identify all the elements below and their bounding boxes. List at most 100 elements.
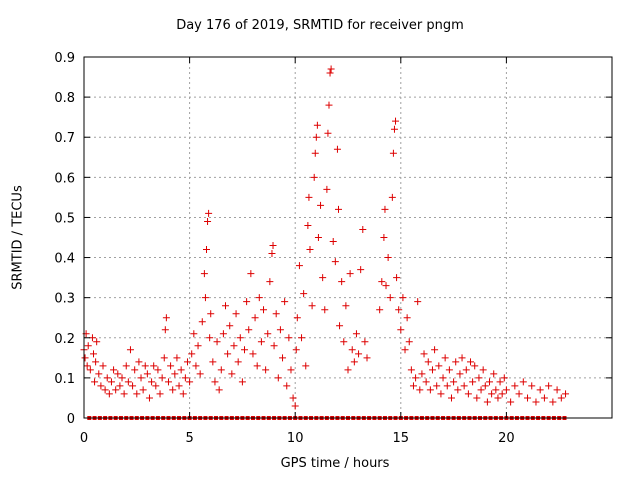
x-tick-label: 0	[80, 431, 88, 446]
data-point	[266, 278, 274, 286]
data-point	[150, 362, 158, 370]
data-point	[384, 254, 392, 262]
data-point	[112, 386, 120, 394]
data-point	[107, 378, 115, 386]
data-point	[211, 378, 219, 386]
data-point	[86, 366, 94, 374]
data-point	[498, 390, 506, 398]
data-point	[515, 390, 523, 398]
data-point	[279, 354, 287, 362]
data-point	[490, 370, 498, 378]
data-point	[420, 350, 428, 358]
data-point	[206, 334, 214, 342]
data-point	[342, 302, 350, 310]
data-point	[380, 234, 388, 241]
data-point	[536, 386, 544, 394]
data-point	[91, 378, 99, 386]
data-point	[456, 370, 464, 378]
data-point	[545, 382, 553, 390]
data-point	[382, 282, 390, 290]
data-point	[562, 390, 570, 398]
data-point	[418, 370, 426, 378]
data-point	[479, 366, 487, 374]
data-point	[331, 258, 339, 266]
data-point	[207, 310, 215, 318]
data-point	[557, 394, 565, 402]
data-point	[392, 117, 400, 125]
data-point	[302, 362, 310, 370]
data-point	[532, 398, 540, 406]
data-point	[500, 374, 508, 382]
data-point	[217, 366, 225, 374]
data-point	[131, 366, 139, 374]
data-point	[454, 386, 462, 394]
data-point	[230, 342, 238, 350]
data-point	[204, 217, 212, 225]
data-point	[350, 358, 358, 366]
data-point	[145, 394, 153, 402]
data-point	[295, 262, 303, 270]
data-point	[324, 129, 332, 137]
data-point	[393, 274, 401, 282]
data-point	[156, 390, 164, 398]
data-point	[201, 294, 209, 302]
data-point	[281, 298, 289, 306]
data-point	[292, 346, 300, 354]
data-point	[319, 274, 327, 282]
data-point	[264, 330, 272, 338]
data-point	[416, 386, 424, 394]
data-point	[321, 306, 329, 314]
data-point	[363, 354, 371, 362]
data-point	[152, 382, 160, 390]
data-point	[245, 326, 253, 334]
data-point	[154, 366, 162, 374]
data-point	[426, 386, 434, 394]
data-point	[99, 362, 107, 370]
data-point	[361, 338, 369, 346]
data-point	[92, 358, 100, 366]
y-tick-label: 0.1	[54, 372, 75, 387]
data-point	[386, 294, 394, 302]
x-tick-label: 15	[393, 431, 410, 446]
x-tick-label: 10	[287, 431, 304, 446]
data-point	[445, 366, 453, 374]
data-point	[198, 318, 206, 326]
data-point	[110, 366, 118, 374]
data-point	[464, 390, 472, 398]
data-point	[133, 390, 141, 398]
data-point	[283, 382, 291, 390]
y-tick-label: 0.5	[54, 211, 75, 226]
data-point	[511, 382, 519, 390]
data-point	[247, 270, 255, 278]
data-point	[388, 193, 396, 201]
data-point	[285, 334, 293, 342]
data-point	[401, 346, 409, 354]
data-point	[160, 354, 168, 362]
data-point	[236, 334, 244, 342]
data-point	[399, 294, 407, 302]
x-axis-label: GPS time / hours	[280, 456, 390, 471]
x-tick-label: 5	[185, 431, 193, 446]
data-point	[171, 370, 179, 378]
data-point	[164, 378, 172, 386]
data-point	[122, 362, 130, 370]
data-point	[323, 185, 331, 193]
data-point	[344, 366, 352, 374]
data-point	[196, 370, 204, 378]
data-point	[395, 306, 403, 314]
data-point	[219, 330, 227, 338]
data-point	[194, 342, 202, 350]
data-point	[357, 266, 365, 274]
data-point	[124, 378, 132, 386]
data-point	[200, 270, 208, 278]
data-point	[224, 350, 232, 358]
data-point	[346, 270, 354, 278]
data-point	[95, 370, 103, 378]
data-point	[355, 350, 363, 358]
data-point	[405, 338, 413, 346]
data-point	[477, 386, 485, 394]
data-point	[317, 201, 325, 209]
y-tick-label: 0	[67, 412, 75, 427]
data-point	[232, 310, 240, 318]
data-point	[334, 205, 342, 213]
